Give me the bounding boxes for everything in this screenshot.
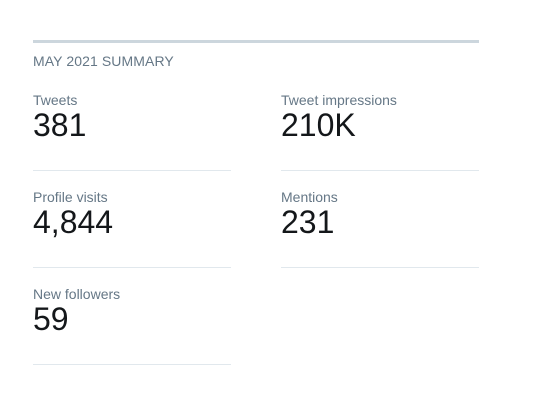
stat-cell: Mentions 231 — [281, 189, 479, 268]
stat-value: 231 — [281, 204, 335, 240]
stat-cell: Profile visits 4,844 — [33, 189, 231, 268]
stat-cell: New followers 59 — [33, 286, 231, 365]
summary-title: MAY 2021 SUMMARY — [33, 53, 174, 69]
top-rule — [33, 40, 479, 43]
stat-cell: Tweets 381 — [33, 92, 231, 171]
stat-label: New followers — [33, 286, 121, 302]
stat-value: 59 — [33, 301, 69, 337]
stat-value: 210K — [281, 107, 356, 143]
stat-label: Profile visits — [33, 189, 108, 205]
stat-value: 381 — [33, 107, 87, 143]
stat-value: 4,844 — [33, 204, 114, 240]
stat-label: Mentions — [281, 189, 338, 205]
stat-cell: Tweet impressions 210K — [281, 92, 479, 171]
stat-label: Tweets — [33, 92, 78, 108]
stat-label: Tweet impressions — [281, 92, 397, 108]
